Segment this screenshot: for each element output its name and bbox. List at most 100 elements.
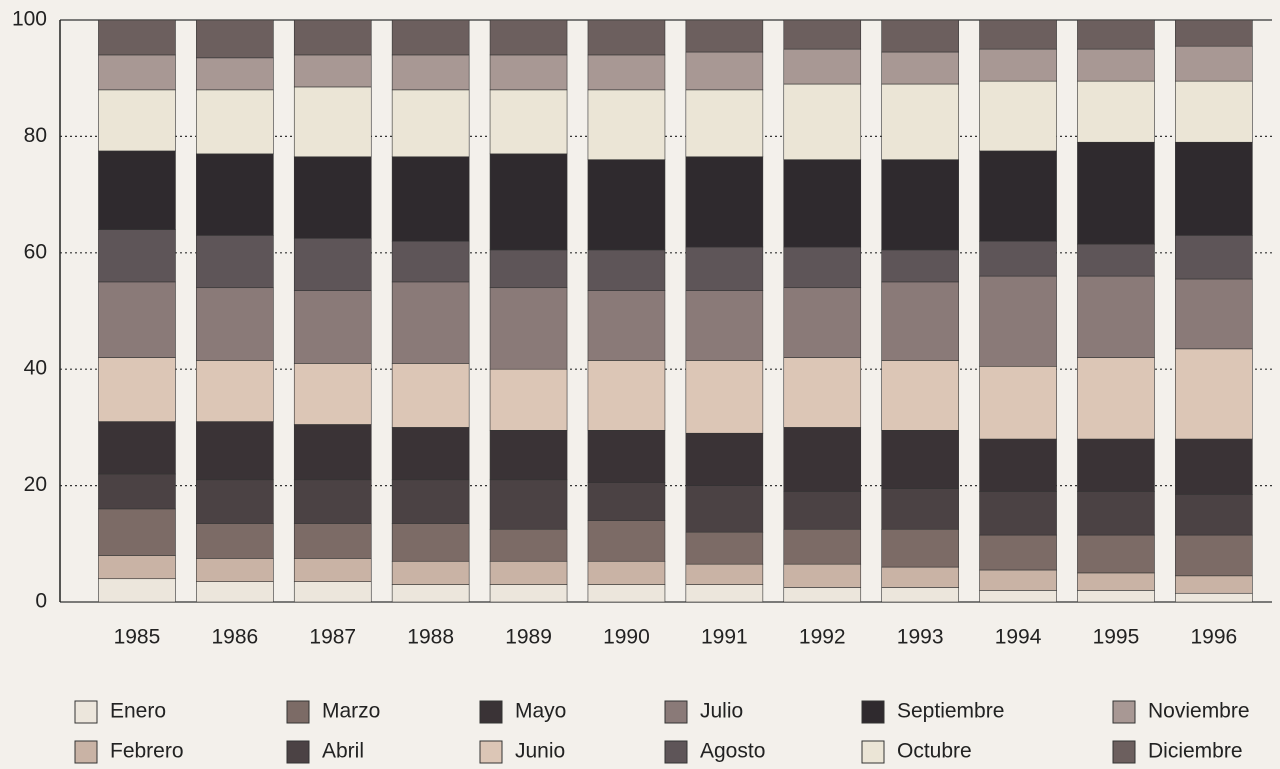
bar-segment	[293, 363, 372, 425]
bar-segment	[196, 57, 274, 91]
legend-swatch	[664, 700, 688, 724]
bar-segment	[196, 558, 274, 582]
bar-segment	[979, 590, 1057, 603]
bar-segment	[98, 473, 176, 510]
x-tick-label: 1994	[995, 626, 1042, 649]
bar-segment	[881, 249, 959, 283]
legend-label: Junio	[515, 740, 565, 763]
x-tick-label: 1993	[897, 626, 944, 649]
bar-segment	[1077, 590, 1155, 603]
bar-segment	[685, 584, 764, 603]
x-tick-label: 1987	[309, 626, 356, 649]
bar-segment	[881, 566, 959, 588]
bar-segment	[489, 153, 568, 251]
bar-segment	[1175, 278, 1253, 350]
legend-label: Julio	[700, 700, 743, 723]
bar-segment	[293, 86, 372, 158]
legend-label: Octubre	[897, 740, 972, 763]
bar-segment	[881, 281, 959, 361]
bar-segment	[98, 281, 176, 358]
bar-segment	[587, 249, 666, 291]
bar-segment	[489, 89, 568, 155]
bar-segment	[196, 360, 274, 422]
bar-segment	[489, 54, 568, 91]
bar-segment	[881, 360, 959, 431]
bar-segment	[783, 563, 862, 588]
legend-swatch	[664, 740, 688, 764]
bar-segment	[979, 275, 1057, 367]
y-tick-label: 20	[24, 473, 47, 496]
bar-segment	[293, 19, 372, 56]
bar-segment	[98, 54, 176, 91]
bar-segment	[489, 560, 568, 585]
bar-segment	[783, 491, 862, 530]
bar-segment	[98, 555, 176, 580]
legend-label: Febrero	[110, 740, 184, 763]
bar-segment	[391, 363, 470, 428]
legend-label: Marzo	[322, 700, 380, 723]
bar-segment	[293, 558, 372, 582]
bar-segment	[196, 19, 274, 59]
bar-segment	[881, 51, 959, 85]
legend-swatch	[861, 740, 885, 764]
bar-segment	[685, 432, 764, 486]
bar-segment	[881, 488, 959, 530]
bar-segment	[979, 569, 1057, 591]
bar-segment	[1175, 438, 1253, 495]
x-tick-label: 1995	[1093, 626, 1140, 649]
bar-segment	[979, 48, 1057, 82]
bar-segment	[1175, 19, 1253, 47]
bar-segment	[293, 290, 372, 364]
x-tick-label: 1992	[799, 626, 846, 649]
bar-segment	[587, 360, 666, 431]
bar-segment	[1077, 438, 1155, 492]
bar-segment	[98, 19, 176, 56]
legend-label: Agosto	[700, 740, 765, 763]
bar-segment	[489, 584, 568, 603]
bar-segment	[98, 357, 176, 422]
bar-segment	[196, 89, 274, 155]
bar-segment	[587, 159, 666, 251]
bar-segment	[979, 491, 1057, 536]
bar-segment	[881, 430, 959, 489]
bar-segment	[587, 89, 666, 160]
legend-swatch	[479, 740, 503, 764]
bar-segment	[881, 159, 959, 251]
bar-segment	[1077, 534, 1155, 574]
bar-segment	[685, 290, 764, 361]
x-tick-label: 1986	[211, 626, 258, 649]
bar-segment	[489, 479, 568, 530]
bar-segment	[196, 287, 274, 361]
bar-segment	[98, 150, 176, 230]
bar-segment	[391, 19, 470, 56]
legend-swatch	[479, 700, 503, 724]
bar-segment	[293, 237, 372, 291]
bar-segment	[587, 584, 666, 603]
bar-segment	[293, 479, 372, 524]
legend-label: Enero	[110, 700, 166, 723]
bar-segment	[979, 365, 1057, 440]
legend-swatch	[286, 740, 310, 764]
y-tick-label: 80	[24, 124, 47, 147]
bar-segment	[196, 479, 274, 524]
legend-swatch	[861, 700, 885, 724]
bar-segment	[196, 523, 274, 559]
bar-segment	[979, 534, 1057, 571]
y-tick-label: 40	[24, 357, 47, 380]
bar-segment	[1077, 491, 1155, 536]
bar-segment	[196, 153, 274, 236]
bar-segment	[391, 560, 470, 585]
bar-segment	[489, 19, 568, 56]
bar-segment	[391, 427, 470, 481]
legend-swatch	[286, 700, 310, 724]
bar-segment	[391, 54, 470, 91]
bar-segment	[391, 479, 470, 524]
bar-segment	[783, 246, 862, 289]
legend-label: Mayo	[515, 700, 566, 723]
bar-segment	[587, 482, 666, 521]
bar-segment	[881, 83, 959, 160]
y-tick-label: 0	[35, 590, 47, 613]
bar-segment	[587, 520, 666, 562]
x-tick-label: 1990	[603, 626, 650, 649]
